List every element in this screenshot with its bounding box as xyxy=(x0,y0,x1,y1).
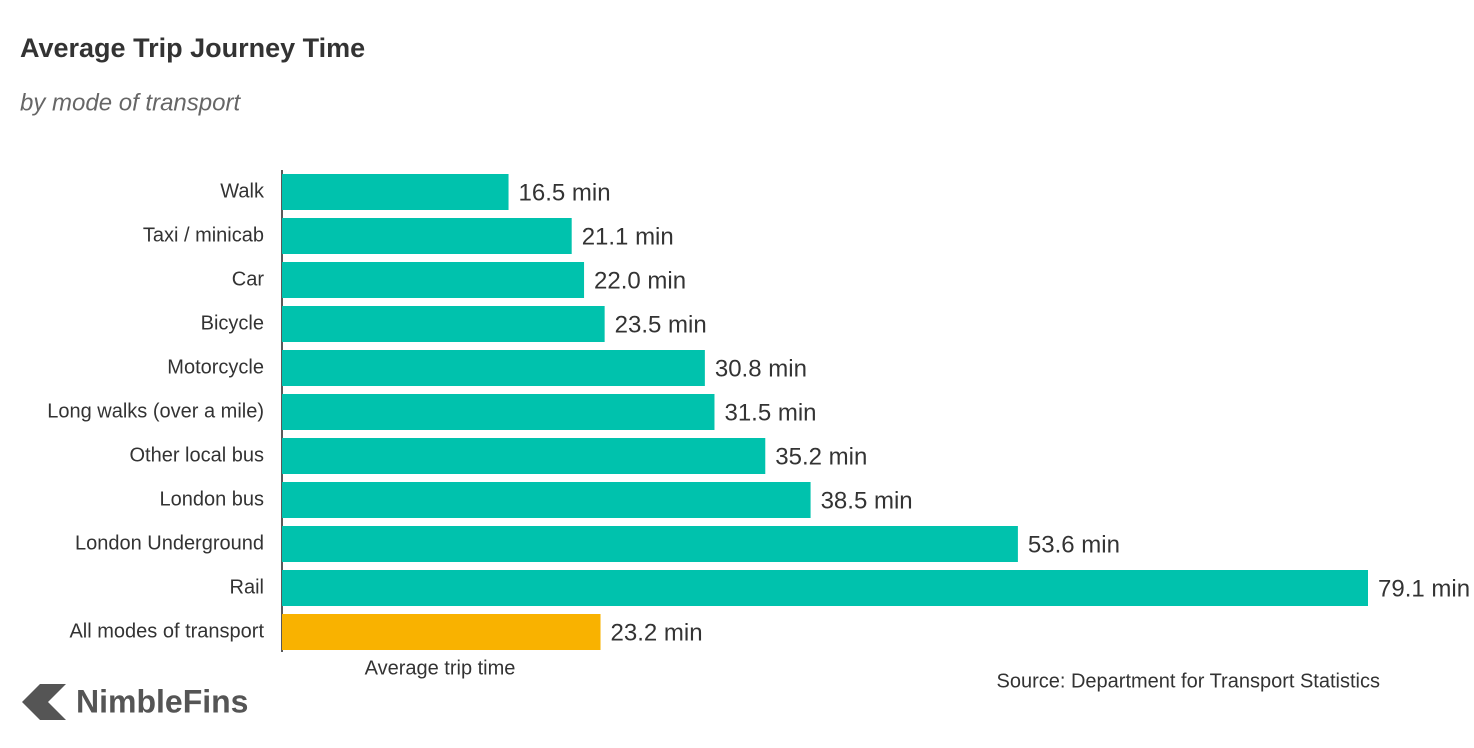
y-tick-label: Car xyxy=(232,268,265,290)
data-label: 53.6 min xyxy=(1028,531,1120,558)
bar xyxy=(282,570,1368,606)
data-label: 38.5 min xyxy=(821,487,913,514)
data-label: 30.8 min xyxy=(715,355,807,382)
data-label: 16.5 min xyxy=(519,179,611,206)
bar xyxy=(282,174,509,210)
data-label: 79.1 min xyxy=(1378,575,1470,602)
source-note: Source: Department for Transport Statist… xyxy=(997,670,1381,692)
bar xyxy=(282,394,715,430)
y-tick-label: Walk xyxy=(220,180,265,202)
logo-text: NimbleFins xyxy=(76,683,248,719)
data-label: 22.0 min xyxy=(594,267,686,294)
bar xyxy=(282,218,572,254)
bar xyxy=(282,262,585,298)
y-tick-label: Long walks (over a mile) xyxy=(47,400,264,422)
y-tick-label: London bus xyxy=(159,488,264,510)
bar xyxy=(282,350,705,386)
y-tick-label: Taxi / minicab xyxy=(143,224,264,246)
x-axis-label: Average trip time xyxy=(365,657,516,679)
y-tick-label: Motorcycle xyxy=(167,356,264,378)
y-tick-label: All modes of transport xyxy=(69,620,264,642)
bar xyxy=(282,526,1018,562)
y-tick-label: Other local bus xyxy=(129,444,264,466)
y-tick-label: Bicycle xyxy=(201,312,264,334)
data-label: 31.5 min xyxy=(724,399,816,426)
data-label: 21.1 min xyxy=(582,223,674,250)
bar xyxy=(282,614,601,650)
bar xyxy=(282,438,766,474)
logo-icon xyxy=(22,684,66,720)
bar xyxy=(282,306,605,342)
data-label: 35.2 min xyxy=(775,443,867,470)
data-label: 23.5 min xyxy=(615,311,707,338)
chart-subtitle: by mode of transport xyxy=(20,89,241,116)
y-tick-label: Rail xyxy=(230,576,264,598)
y-tick-label: London Underground xyxy=(75,532,264,554)
data-label: 23.2 min xyxy=(611,619,703,646)
bar xyxy=(282,482,811,518)
chart-title: Average Trip Journey Time xyxy=(20,33,365,63)
